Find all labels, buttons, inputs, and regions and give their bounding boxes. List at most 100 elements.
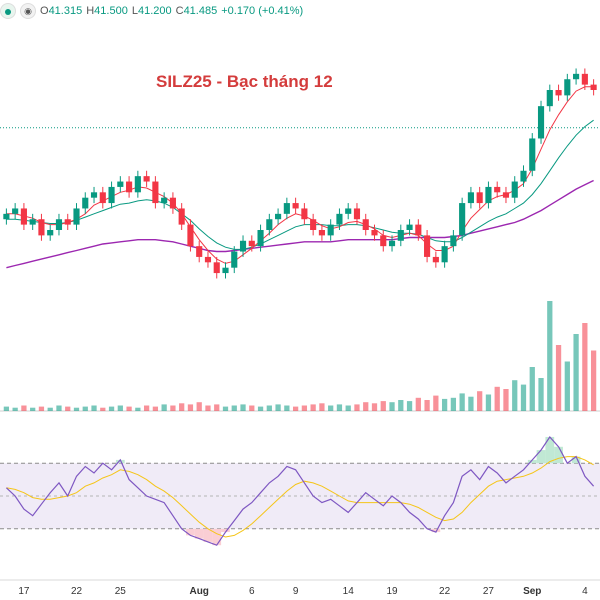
candle-body	[327, 224, 334, 236]
x-tick-label: 22	[439, 586, 451, 597]
candle	[318, 224, 325, 241]
candle	[450, 230, 457, 252]
candle-body	[467, 192, 474, 204]
candle	[12, 203, 19, 220]
candle-body	[178, 208, 185, 225]
candle	[292, 197, 299, 214]
candle-body	[161, 197, 168, 204]
candle-body	[485, 186, 492, 204]
eye-icon[interactable]: ◉	[20, 3, 36, 19]
candle	[459, 197, 466, 241]
volume-bar	[415, 397, 421, 411]
x-tick-label: 27	[483, 586, 495, 597]
candle	[161, 192, 168, 209]
candle-body	[546, 90, 553, 107]
candle-body	[336, 213, 343, 225]
volume-bar	[582, 323, 588, 411]
volume-bar	[573, 334, 579, 411]
volume-bar	[380, 401, 386, 411]
volume-bar	[424, 400, 430, 411]
rsi-overbought-fill	[571, 456, 581, 464]
candle	[222, 262, 229, 279]
candle-body	[126, 181, 133, 193]
candle-body	[432, 256, 439, 263]
candle	[441, 240, 448, 268]
candle	[494, 181, 501, 198]
rsi-oversold-fill	[203, 528, 213, 542]
volume-bar	[354, 404, 360, 411]
volume-bar	[214, 404, 220, 411]
candle	[520, 165, 527, 187]
candle-body	[318, 230, 325, 236]
volume-bar	[30, 407, 36, 411]
candle-body	[397, 230, 404, 241]
x-tick-label: 6	[249, 586, 255, 597]
market-status-icon[interactable]	[0, 3, 16, 19]
candle-body	[152, 181, 159, 204]
volume-bar	[117, 405, 123, 411]
candle	[485, 181, 492, 209]
volume-bar	[345, 405, 351, 411]
candle-body	[450, 235, 457, 247]
volume-bar	[249, 405, 255, 411]
candle	[397, 224, 404, 247]
candle	[353, 203, 361, 225]
candle-body	[90, 192, 98, 198]
candle-body	[117, 181, 124, 187]
candle	[257, 224, 264, 252]
candle	[476, 186, 483, 209]
volume-bar	[257, 406, 264, 411]
volume-pane	[0, 301, 600, 412]
candle	[555, 84, 562, 101]
candle	[20, 203, 27, 230]
candle	[117, 176, 124, 193]
volume-bar	[292, 406, 299, 411]
ma-slow-line	[6, 179, 594, 269]
rsi-overbought-fill	[554, 446, 563, 464]
candle	[371, 224, 378, 241]
rsi-oversold-fill	[431, 528, 441, 533]
x-tick-label: 4	[582, 586, 588, 597]
candle	[73, 203, 80, 230]
x-tick-label: Sep	[523, 586, 541, 597]
volume-bar	[538, 378, 544, 411]
candle	[55, 213, 63, 236]
candle-body	[187, 224, 194, 247]
candle-body	[266, 219, 273, 230]
candle	[239, 235, 247, 257]
rsi-oversold-fill	[212, 528, 222, 546]
volume-bar	[65, 406, 71, 411]
ma-mid-line	[6, 119, 594, 250]
x-tick-label: 25	[115, 586, 127, 597]
candle	[38, 213, 45, 241]
volume-bar	[21, 405, 27, 411]
volume-bar	[47, 407, 53, 411]
rsi-overbought-fill	[115, 459, 125, 464]
candle	[196, 240, 203, 263]
candle-body	[143, 176, 150, 182]
candle-body	[204, 256, 212, 263]
x-axis: 17 22 25 Aug 6 9 14 19 22 27 Sep 4	[0, 579, 600, 600]
candle-body	[520, 170, 527, 182]
candle	[546, 84, 553, 112]
volume-bar	[126, 406, 132, 411]
candle	[29, 213, 36, 230]
candle	[581, 68, 588, 90]
candle-body	[283, 203, 290, 214]
volume-bar	[547, 301, 553, 411]
candle	[380, 230, 387, 252]
candle-body	[3, 213, 10, 220]
volume-bar	[590, 350, 597, 411]
volume-bar	[503, 389, 509, 411]
candle-body	[213, 262, 220, 274]
candle-body	[73, 208, 80, 225]
candle	[82, 192, 89, 214]
price-pane	[0, 68, 600, 279]
candle-body	[301, 208, 308, 220]
candle-body	[248, 240, 255, 247]
volume-bar	[477, 391, 483, 411]
candle	[231, 246, 238, 274]
volume-bar	[363, 402, 369, 411]
candle	[327, 219, 334, 241]
